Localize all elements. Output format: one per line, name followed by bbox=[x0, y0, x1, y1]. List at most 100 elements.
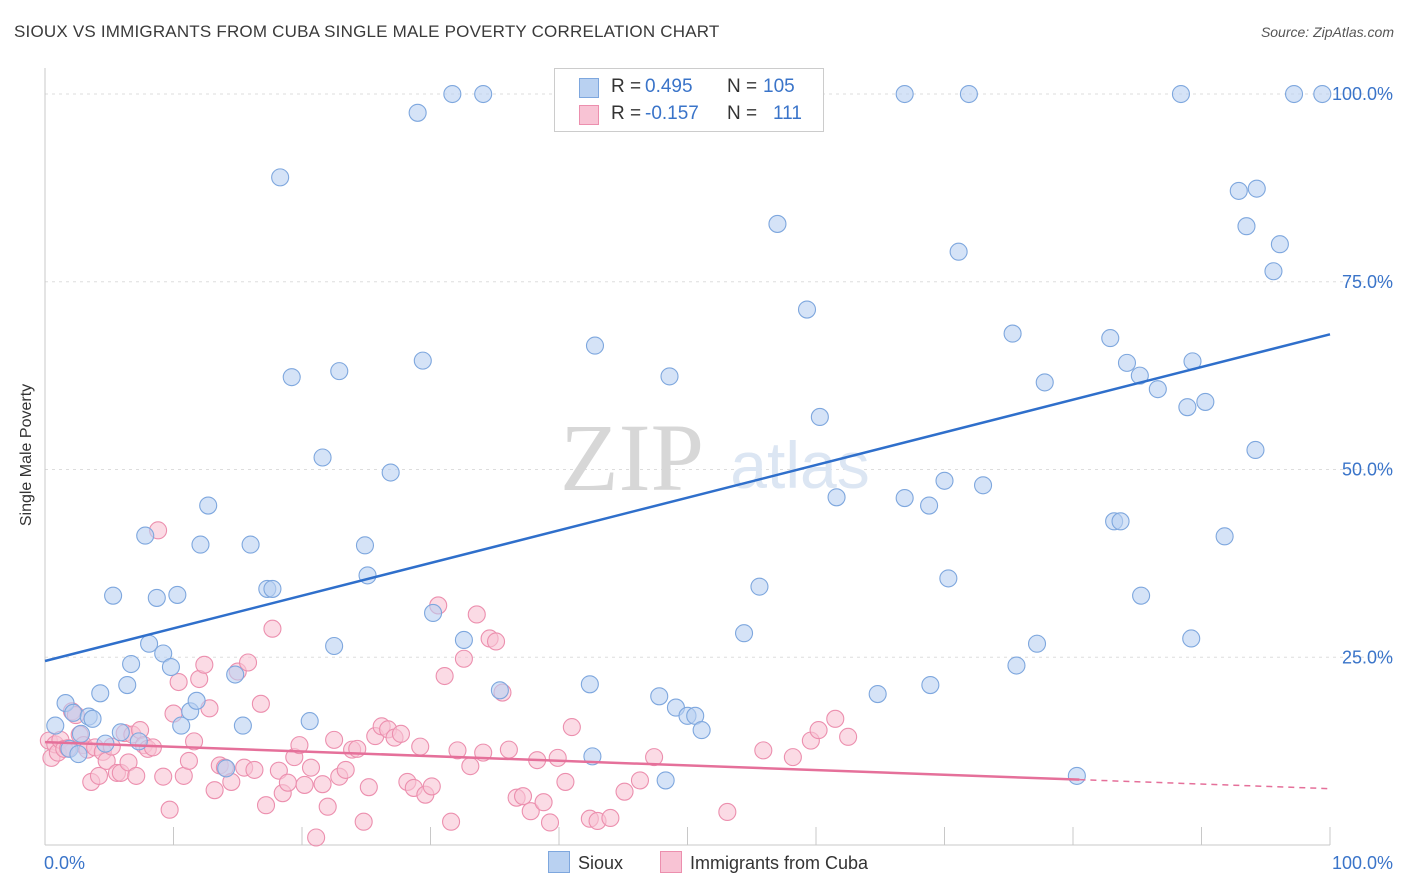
cuba-point bbox=[205, 781, 224, 800]
cuba-trend-extension bbox=[1079, 778, 1331, 790]
cuba-point bbox=[562, 718, 581, 737]
sioux-point bbox=[217, 759, 236, 778]
y-tick-label: 100.0% bbox=[1332, 84, 1393, 104]
legend-n-value-cuba: 111 bbox=[773, 103, 802, 124]
legend-n-label: N = bbox=[727, 103, 758, 124]
sioux-point bbox=[168, 585, 187, 604]
cuba-point bbox=[783, 748, 802, 767]
cuba-point bbox=[245, 760, 264, 779]
cuba-point bbox=[185, 732, 204, 751]
cuba-point bbox=[630, 771, 650, 790]
sioux-point bbox=[330, 362, 349, 381]
sioux-point bbox=[1007, 656, 1026, 675]
tick-labels: 25.0% 50.0% 75.0% 100.0% 0.0% 100.0% bbox=[44, 84, 1393, 873]
sioux-point bbox=[1101, 329, 1120, 348]
x-tick-label-min: 0.0% bbox=[44, 853, 85, 873]
cuba-point bbox=[169, 672, 188, 692]
sioux-point bbox=[83, 709, 102, 728]
sioux-point bbox=[443, 84, 462, 104]
sioux-point bbox=[413, 351, 432, 370]
cuba-point bbox=[540, 813, 560, 832]
cuba-point bbox=[461, 757, 480, 776]
sioux-point bbox=[241, 535, 260, 554]
sioux-point bbox=[920, 496, 939, 515]
bottom-legend-cuba: Immigrants from Cuba bbox=[660, 851, 868, 874]
sioux-point bbox=[1284, 84, 1304, 104]
sioux-point bbox=[282, 368, 301, 387]
sioux-point bbox=[1117, 353, 1137, 372]
sioux-point bbox=[313, 448, 332, 467]
cuba-point bbox=[290, 736, 309, 755]
sioux-point bbox=[1148, 380, 1167, 399]
sioux-point bbox=[111, 723, 130, 742]
chart-title: SIOUX VS IMMIGRANTS FROM CUBA SINGLE MAL… bbox=[14, 22, 720, 41]
sioux-point bbox=[1237, 217, 1256, 236]
sioux-point bbox=[939, 569, 958, 588]
cuba-point bbox=[556, 772, 575, 791]
sioux-point bbox=[585, 336, 605, 355]
sioux-point bbox=[325, 636, 344, 656]
sioux-point bbox=[233, 716, 252, 735]
cuba-point bbox=[467, 605, 486, 624]
sioux-points bbox=[46, 84, 1332, 790]
sioux-point bbox=[797, 300, 817, 319]
sioux-point bbox=[1130, 366, 1149, 385]
cuba-point bbox=[307, 828, 326, 847]
cuba-point bbox=[238, 653, 258, 672]
sioux-point bbox=[69, 745, 88, 764]
sioux-point bbox=[1182, 629, 1201, 648]
cuba-point bbox=[454, 649, 473, 668]
cuba-point bbox=[839, 727, 858, 746]
sioux-point bbox=[263, 579, 282, 598]
sioux-point bbox=[949, 242, 968, 261]
sioux-point bbox=[408, 103, 427, 122]
cuba-point bbox=[359, 778, 378, 797]
cuba-point bbox=[499, 740, 518, 759]
sioux-point bbox=[91, 684, 110, 703]
sioux-point bbox=[226, 665, 245, 684]
sioux-point bbox=[474, 84, 493, 104]
cuba-point bbox=[179, 751, 198, 770]
cuba-point bbox=[754, 741, 773, 760]
cuba-points bbox=[39, 521, 858, 847]
x-tick-label-max: 100.0% bbox=[1332, 853, 1393, 873]
sioux-point bbox=[191, 535, 210, 554]
cuba-point bbox=[269, 761, 288, 780]
y-tick-label: 75.0% bbox=[1342, 272, 1393, 292]
cuba-point bbox=[718, 802, 737, 822]
cuba-point bbox=[534, 793, 553, 812]
cuba-point bbox=[391, 724, 410, 743]
bottom-legend-swatch-cuba bbox=[660, 851, 682, 873]
sioux-point bbox=[71, 724, 91, 743]
bottom-legend-label-cuba: Immigrants from Cuba bbox=[690, 853, 869, 873]
sioux-point bbox=[580, 675, 599, 694]
sioux-point bbox=[1270, 235, 1289, 254]
cuba-point bbox=[448, 741, 467, 760]
cuba-point bbox=[615, 782, 634, 801]
sioux-point bbox=[136, 526, 155, 545]
sioux-point bbox=[1247, 179, 1266, 198]
cuba-point bbox=[154, 767, 173, 786]
correlation-legend: R = 0.495 N = 105 R = -0.157 N = 111 bbox=[554, 68, 824, 132]
sioux-point bbox=[271, 168, 290, 187]
sioux-point bbox=[172, 716, 191, 735]
sioux-trend-line bbox=[44, 333, 1331, 663]
cuba-point bbox=[411, 737, 430, 756]
cuba-point bbox=[89, 766, 109, 785]
sioux-point bbox=[768, 214, 787, 233]
sioux-point bbox=[199, 496, 218, 515]
sioux-point bbox=[650, 687, 669, 706]
cuba-point bbox=[278, 773, 297, 792]
cuba-point bbox=[336, 760, 355, 779]
sioux-point bbox=[154, 644, 173, 663]
sioux-point bbox=[104, 586, 123, 605]
cuba-point bbox=[548, 748, 567, 767]
sioux-point bbox=[129, 732, 148, 751]
sioux-point bbox=[122, 654, 141, 674]
bottom-legend-swatch-sioux bbox=[548, 851, 570, 873]
sioux-point bbox=[454, 630, 473, 650]
bottom-legend-sioux: Sioux bbox=[548, 851, 623, 874]
legend-r-label: R = bbox=[611, 76, 642, 97]
sioux-point bbox=[660, 367, 679, 386]
